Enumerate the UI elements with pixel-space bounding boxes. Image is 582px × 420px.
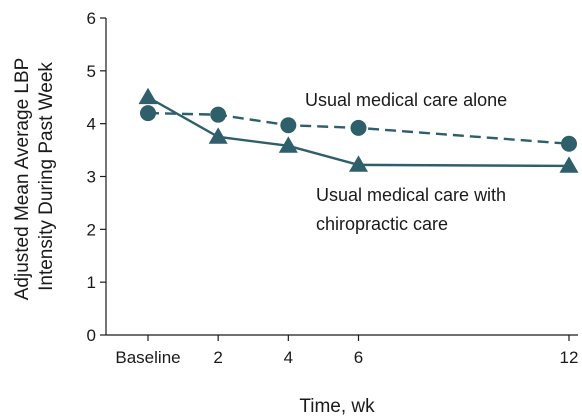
y-tick-label: 0: [87, 326, 96, 345]
x-tick-label: 6: [354, 348, 363, 367]
x-tick-label: Baseline: [115, 348, 180, 367]
y-ticks: 0 1 2 3 4 5 6: [87, 9, 106, 345]
y-tick-label: 5: [87, 62, 96, 81]
x-tick-label: 4: [284, 348, 293, 367]
y-tick-label: 3: [87, 168, 96, 187]
x-tick-label: 12: [560, 348, 579, 367]
series-label-line-1: Usual medical care with: [316, 185, 506, 205]
data-point-circle: [140, 105, 156, 122]
data-point-circle: [350, 119, 367, 136]
x-axis-label: Time, wk: [299, 396, 375, 417]
y-axis-label-line-1: Adjusted Mean Average LBP: [12, 58, 33, 300]
data-point-circle: [280, 117, 297, 134]
series-label-usual-care-alone: Usual medical care alone: [305, 90, 507, 110]
axes: [105, 18, 578, 336]
series-layer: [138, 87, 579, 173]
y-tick-label: 1: [87, 273, 96, 292]
data-point-circle: [210, 106, 227, 123]
y-axis-label: Adjusted Mean Average LBP Intensity Duri…: [12, 53, 57, 301]
y-tick-label: 4: [87, 115, 96, 134]
data-point-triangle: [138, 87, 158, 105]
series-label-usual-care-with-chiropractic: Usual medical care with chiropractic car…: [316, 185, 511, 234]
data-point-triangle: [278, 136, 298, 153]
x-ticks: Baseline 2 4 6 12: [115, 335, 578, 367]
data-point-triangle: [208, 127, 228, 144]
y-axis-label-line-2: Intensity During Past Week: [36, 62, 57, 291]
data-point-circle: [561, 135, 577, 152]
y-tick-label: 2: [87, 220, 96, 239]
data-point-triangle: [559, 156, 579, 173]
x-tick-label: 2: [213, 348, 222, 367]
y-tick-label: 6: [87, 9, 96, 28]
series-label-line-2: chiropractic care: [316, 214, 448, 234]
data-point-triangle: [349, 155, 368, 172]
